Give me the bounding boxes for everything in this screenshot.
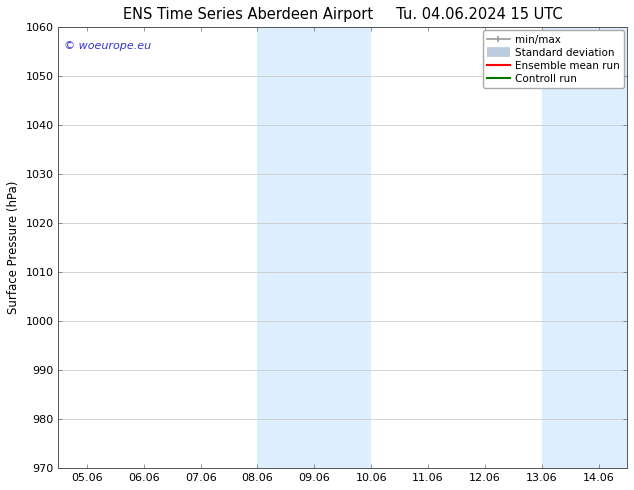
Title: ENS Time Series Aberdeen Airport     Tu. 04.06.2024 15 UTC: ENS Time Series Aberdeen Airport Tu. 04.… (123, 7, 562, 22)
Text: © woeurope.eu: © woeurope.eu (64, 41, 152, 50)
Bar (314, 27, 371, 468)
Y-axis label: Surface Pressure (hPa): Surface Pressure (hPa) (7, 181, 20, 315)
Legend: min/max, Standard deviation, Ensemble mean run, Controll run: min/max, Standard deviation, Ensemble me… (482, 30, 624, 88)
Bar (598, 27, 627, 468)
Bar (257, 27, 314, 468)
Bar (542, 27, 598, 468)
